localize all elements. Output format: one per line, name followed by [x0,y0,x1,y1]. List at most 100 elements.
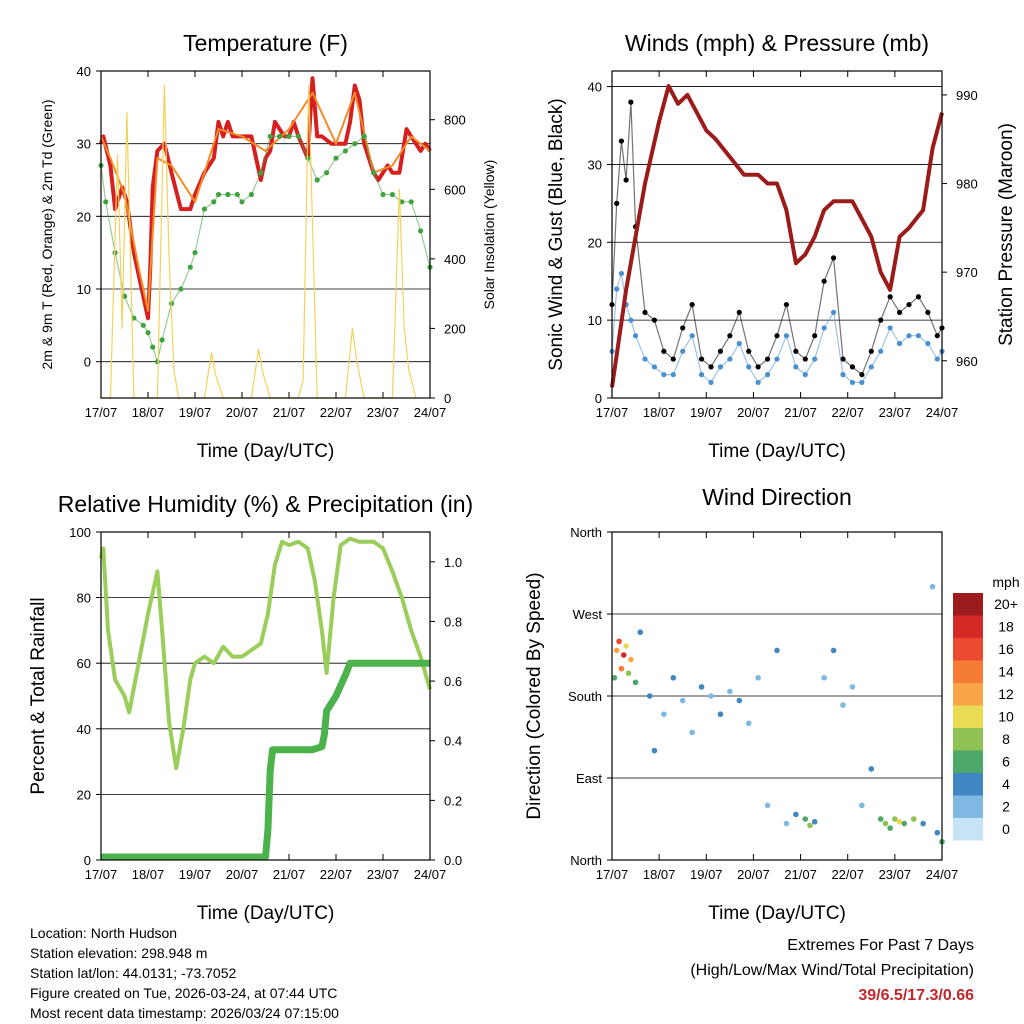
temp-frame [100,70,431,399]
dir-point [934,829,941,836]
dir-xtick-label: 18/07 [643,867,676,882]
recent-timestamp: Most recent data timestamp: 2026/03/24 0… [30,1005,339,1021]
colorbar-label: 2 [1002,799,1010,815]
rh-panel [96,531,435,861]
colorbar-swatch [953,773,983,796]
dir-ytick-label: North [570,853,602,868]
wind-xtick-label: 23/07 [879,405,912,420]
dir-point [637,629,644,636]
colorbar-swatch [953,683,983,706]
temp-ytick-label: 0 [84,355,91,370]
temp-series-2-trace [100,135,431,365]
station-elevation: Station elevation: 298.948 m [30,945,208,961]
dir-xtick-label: 17/07 [596,867,629,882]
colorbar-label: 16 [998,641,1014,657]
rh-xtick-label: 22/07 [320,867,353,882]
dir-point [774,647,780,654]
dir-point [717,711,724,718]
wind-y2label: Station Pressure (Maroon) [996,123,1017,346]
temp-title: Temperature (F) [183,30,348,56]
colorbar-label: 12 [998,686,1014,702]
dir-point [783,820,790,827]
dir-point [727,688,733,695]
wind-ytick-label: 40 [588,80,602,95]
dir-xtick-label: 24/07 [926,867,959,882]
rh-y2tick-label: 0.6 [444,674,462,689]
colorbar-label: 4 [1002,776,1010,792]
dir-ylabel: Direction (Colored By Speed) [524,572,545,819]
rh-y2tick-label: 0.4 [444,734,462,749]
colorbar-label: 8 [1002,731,1010,747]
colorbar-title: mph [992,574,1019,590]
dir-point [625,670,632,677]
rh-xtick-label: 24/07 [414,867,447,882]
temp-y2tick-label: 200 [444,321,466,336]
dir-point [613,647,620,654]
dir-point [611,674,618,681]
temp-ytick-label: 20 [77,209,91,224]
rh-xtick-label: 23/07 [367,867,400,882]
rh-ylabel: Percent & Total Rainfall [28,597,49,794]
dir-point [929,583,936,590]
wind-frame [611,70,943,399]
temp-panel [96,70,435,399]
wind-xtick-label: 17/07 [596,405,629,420]
rh-y2tick-label: 0.2 [444,793,462,808]
dir-point [910,816,917,822]
temp-y2label: Solar Insolation (Yellow) [481,160,497,310]
dir-point [689,729,695,736]
dir-point [616,638,622,645]
dir-ytick-label: East [576,771,602,786]
wind-panel [607,70,947,399]
wind-y2tick-label: 980 [956,177,978,192]
dir-xtick-label: 19/07 [690,867,723,882]
dir-point [618,665,625,672]
temp-y2tick-label: 400 [444,252,466,267]
wind-title: Winds (mph) & Pressure (mb) [625,30,929,56]
temp-ytick-label: 40 [77,64,91,79]
colorbar-swatch [953,615,983,638]
dir-panel [607,531,983,861]
wind-ytick-label: 10 [588,313,602,328]
temp-ytick-label: 30 [77,137,91,152]
temp-y2tick-label: 800 [444,113,466,128]
dir-point [698,684,705,690]
dir-point [764,802,771,809]
dir-xlabel: Time (Day/UTC) [708,903,846,924]
dir-point [802,816,809,822]
colorbar-swatch [953,728,983,751]
rh-title: Relative Humidity (%) & Precipitation (i… [58,491,473,517]
rh-xtick-label: 17/07 [85,867,118,882]
temp-xtick-label: 18/07 [132,405,165,420]
colorbar-swatch [953,593,983,616]
rh-y2tick-label: 0.0 [444,853,462,868]
colorbar-swatch [953,750,983,773]
wind-xlabel: Time (Day/UTC) [708,441,846,462]
dir-point [708,693,714,699]
temp-xtick-label: 22/07 [320,405,353,420]
wind-series-2-line [610,84,944,388]
dir-point [651,747,658,754]
dir-point [646,693,653,699]
wind-series-0-trace [611,102,943,376]
wind-xtick-label: 19/07 [690,405,723,420]
station-location: Location: North Hudson [30,925,178,941]
wind-xtick-label: 18/07 [643,405,676,420]
dir-point [882,820,889,827]
rh-series-1-line [101,659,430,861]
wind-ytick-label: 0 [595,391,602,406]
temp-y2tick-label: 0 [444,391,451,406]
dir-point [628,656,634,663]
dir-xtick-label: 22/07 [831,867,864,882]
wind-series-1-trace [611,273,943,384]
rh-ytick-label: 0 [84,853,91,868]
dir-point [840,702,846,708]
dir-point [859,802,865,809]
rh-ytick-label: 40 [77,722,91,737]
dir-point [877,816,884,822]
station-latlon: Station lat/lon: 44.0131; -73.7052 [30,965,237,981]
dir-ytick-label: South [568,689,602,704]
rh-ytick-label: 20 [77,787,91,802]
colorbar-swatch [953,638,983,661]
dir-xtick-label: 20/07 [737,867,770,882]
